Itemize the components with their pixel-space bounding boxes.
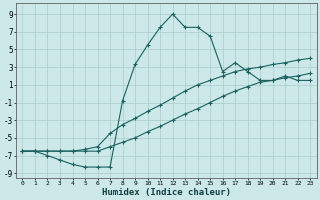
- X-axis label: Humidex (Indice chaleur): Humidex (Indice chaleur): [102, 188, 231, 197]
